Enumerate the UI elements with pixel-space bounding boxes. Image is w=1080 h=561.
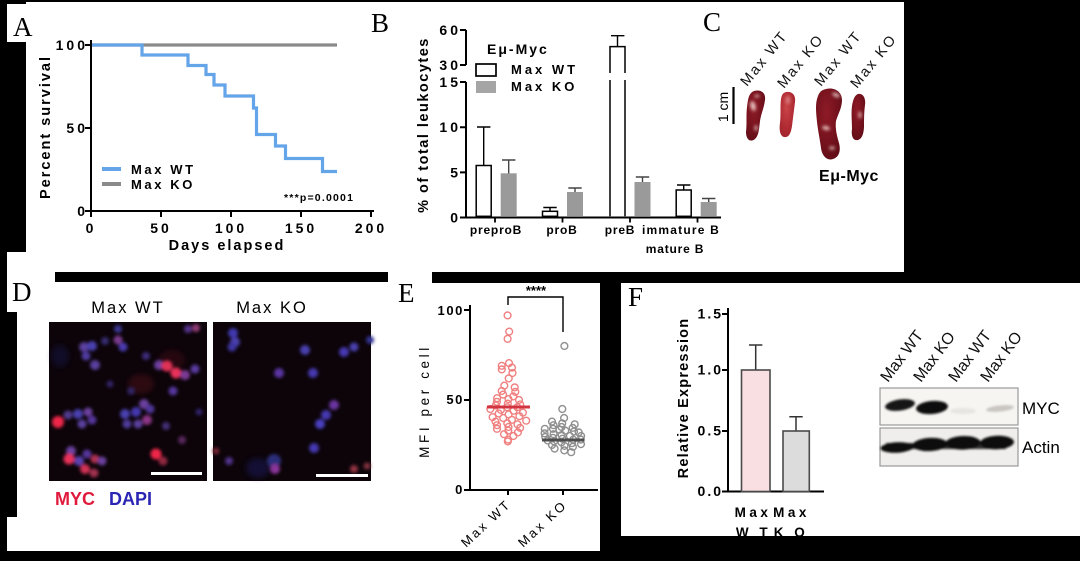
svg-text:50: 50 bbox=[66, 120, 88, 136]
svg-text:proB: proB bbox=[546, 223, 577, 237]
svg-text:15: 15 bbox=[439, 74, 461, 90]
svg-text:DAPI: DAPI bbox=[109, 489, 152, 509]
svg-text:MYC: MYC bbox=[55, 489, 95, 509]
svg-text:30: 30 bbox=[439, 57, 461, 73]
svg-text:W T: W T bbox=[736, 525, 771, 540]
svg-text:A: A bbox=[13, 12, 33, 42]
svg-text:Max WT: Max WT bbox=[91, 299, 164, 317]
svg-text:60: 60 bbox=[439, 22, 461, 38]
svg-text:Max WT: Max WT bbox=[511, 62, 578, 77]
svg-text:MYC: MYC bbox=[1022, 399, 1060, 418]
svg-text:5: 5 bbox=[450, 164, 461, 180]
svg-text:100: 100 bbox=[438, 303, 465, 318]
svg-text:D: D bbox=[12, 277, 32, 307]
svg-text:150: 150 bbox=[285, 220, 317, 236]
svg-text:Max WT: Max WT bbox=[131, 162, 196, 177]
svg-text:0: 0 bbox=[77, 203, 88, 219]
svg-text:Max KO: Max KO bbox=[511, 79, 577, 94]
svg-text:Max KO: Max KO bbox=[131, 177, 195, 192]
svg-text:B: B bbox=[371, 8, 389, 38]
svg-text:1 cm: 1 cm bbox=[715, 92, 731, 122]
svg-text:200: 200 bbox=[355, 220, 387, 236]
svg-text:immature B: immature B bbox=[642, 223, 720, 237]
svg-text:50: 50 bbox=[150, 220, 172, 236]
svg-text:50: 50 bbox=[446, 392, 464, 407]
svg-text:Actin: Actin bbox=[1022, 438, 1060, 457]
svg-text:Relative Expression: Relative Expression bbox=[676, 318, 692, 479]
svg-text:1.0: 1.0 bbox=[698, 362, 723, 378]
svg-text:Eμ-Myc: Eμ-Myc bbox=[819, 168, 879, 185]
svg-text:0: 0 bbox=[450, 210, 461, 226]
svg-text:0.5: 0.5 bbox=[698, 423, 723, 439]
svg-text:100: 100 bbox=[56, 37, 88, 53]
svg-text:Percent survival: Percent survival bbox=[38, 55, 54, 199]
svg-text:10: 10 bbox=[439, 119, 461, 135]
svg-text:****: **** bbox=[526, 283, 547, 298]
svg-text:0: 0 bbox=[86, 220, 97, 236]
svg-text:***p=0.0001: ***p=0.0001 bbox=[284, 192, 354, 204]
svg-text:Days elapsed: Days elapsed bbox=[169, 238, 286, 254]
svg-text:preB: preB bbox=[605, 223, 636, 237]
svg-text:Eμ-Myc: Eμ-Myc bbox=[487, 41, 549, 57]
svg-text:0.0: 0.0 bbox=[698, 483, 723, 499]
svg-text:% of total leukocytes: % of total leukocytes bbox=[416, 37, 432, 213]
svg-text:0: 0 bbox=[455, 482, 464, 497]
svg-text:preproB: preproB bbox=[470, 223, 522, 237]
svg-text:100: 100 bbox=[215, 220, 247, 236]
svg-text:E: E bbox=[398, 278, 415, 308]
svg-text:Max: Max bbox=[773, 505, 810, 520]
svg-text:Max KO: Max KO bbox=[236, 299, 308, 317]
svg-text:F: F bbox=[628, 282, 643, 312]
svg-text:K O: K O bbox=[774, 525, 809, 540]
svg-text:Max: Max bbox=[735, 505, 772, 520]
svg-text:C: C bbox=[703, 7, 721, 37]
svg-text:mature B: mature B bbox=[646, 242, 704, 256]
svg-text:MFI per cell: MFI per cell bbox=[417, 344, 432, 458]
svg-text:1.5: 1.5 bbox=[698, 306, 723, 322]
